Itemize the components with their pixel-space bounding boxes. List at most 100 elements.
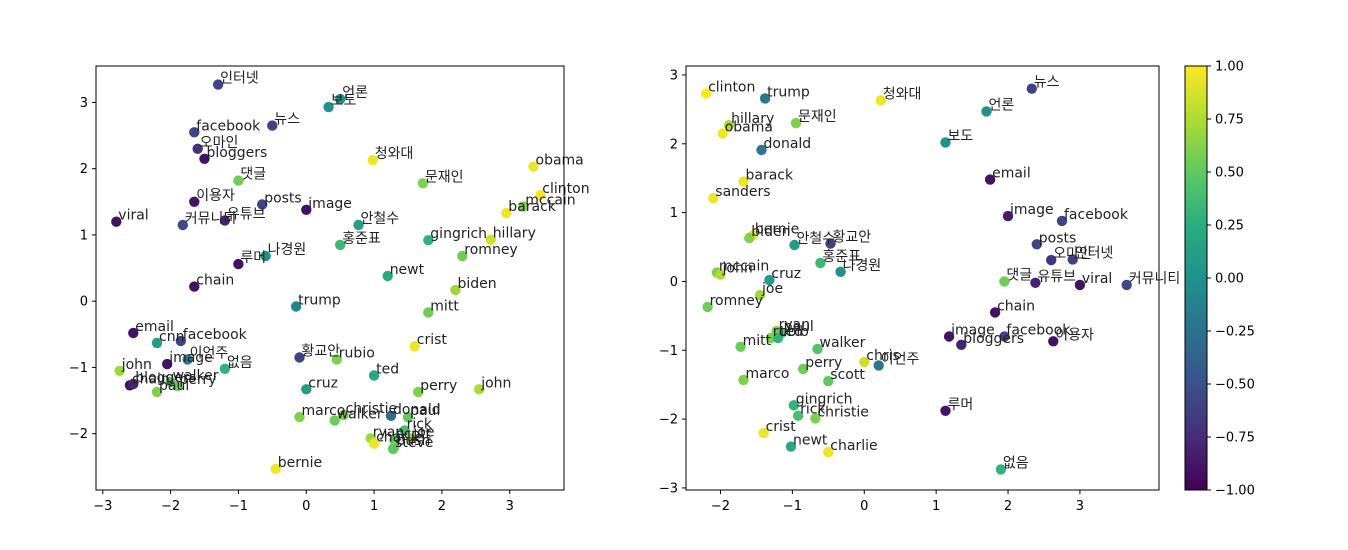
right-point-label-perry: perry xyxy=(805,355,842,371)
left-point-label-chain: chain xyxy=(132,371,170,387)
left-point-label-bush: bush xyxy=(396,433,430,449)
left-point-label-perry: perry xyxy=(179,372,216,388)
right-point-trump xyxy=(759,93,771,104)
right-x-tick-label: −1 xyxy=(783,499,802,514)
right-x-tick-label: 2 xyxy=(1004,499,1012,514)
right-point-인터넷 xyxy=(1067,254,1078,265)
left-point-label-email: email xyxy=(135,319,174,335)
left-point-문재인 xyxy=(417,178,429,189)
left-point-루머 xyxy=(233,258,244,270)
left-point-hillary xyxy=(485,234,496,245)
left-point-perry xyxy=(172,380,183,392)
right-point-언론 xyxy=(981,106,992,117)
right-point-joe xyxy=(754,290,766,301)
left-point-label-cruz: cruz xyxy=(308,375,338,391)
right-point-없음 xyxy=(995,464,1007,475)
right-y-tick-label: 2 xyxy=(670,137,678,152)
right-point-이용자 xyxy=(1048,336,1059,347)
colorbar-tick-label: −0.75 xyxy=(1215,431,1255,446)
left-x-tick-label: 3 xyxy=(506,499,514,514)
colorbar-tick-label: −1.00 xyxy=(1215,484,1255,499)
right-x-tick-label: 0 xyxy=(860,499,868,514)
right-y-tick-label: 1 xyxy=(670,206,678,221)
right-point-label-cruz: cruz xyxy=(771,266,801,282)
right-point-문재인 xyxy=(790,117,802,129)
left-y-tick-label: −1 xyxy=(69,361,88,376)
left-point-john xyxy=(114,365,125,376)
colorbar-tick-label: 0.50 xyxy=(1215,166,1244,181)
left-point-보도 xyxy=(323,101,334,113)
right-point-image xyxy=(1002,210,1014,222)
left-point-홍준표 xyxy=(335,239,346,251)
right-x-tick-label: 3 xyxy=(1076,499,1084,514)
left-x-tick-label: 2 xyxy=(438,499,446,514)
colorbar-tick-label: −0.25 xyxy=(1215,325,1255,340)
left-point-label-romney: romney xyxy=(464,242,517,258)
left-y-tick-label: 1 xyxy=(80,228,88,243)
right-point-viral xyxy=(1074,279,1086,291)
right-point-label-christie: christie xyxy=(817,404,869,420)
right-point-facebook xyxy=(999,331,1010,342)
left-point-label-walker: walker xyxy=(173,368,219,384)
right-point-label-hillary: hillary xyxy=(731,111,774,127)
right-point-label-trump: trump xyxy=(767,84,810,100)
left-point-label-cnn: cnn xyxy=(159,329,184,345)
colorbar: 1.00 0.75 0.50 0.25 0.00 −0.25 −0.50 −0.75 −1.00 xyxy=(1184,60,1255,499)
right-point-label-ryan: ryan xyxy=(779,317,811,333)
left-point-marco xyxy=(294,411,305,423)
right-point-posts xyxy=(1031,239,1043,250)
left-point-label-문재인: 문재인 xyxy=(425,169,464,185)
left-point-뉴스 xyxy=(267,120,278,131)
left-point-label-chain: chain xyxy=(196,273,234,289)
left-point-label-황교안: 황교안 xyxy=(302,344,341,360)
right-point-label-안철수: 안철수 xyxy=(797,231,836,247)
right-y-tick-label: −1 xyxy=(659,344,678,359)
left-point-label-biden: biden xyxy=(458,276,497,292)
left-point-이용자 xyxy=(189,196,200,207)
right-point-이언주 xyxy=(873,360,884,371)
right-point-image xyxy=(943,331,955,342)
colorbar-gradient xyxy=(1185,66,1207,490)
left-y-tick-label: −2 xyxy=(69,427,88,442)
right-point-scott xyxy=(823,376,834,387)
left-point-label-john: john xyxy=(480,375,511,391)
left-point-label-facebook: facebook xyxy=(196,118,261,134)
right-point-christie xyxy=(810,413,821,424)
right-point-label-보도: 보도 xyxy=(948,128,974,144)
left-point-청와대 xyxy=(367,154,378,166)
left-point-label-보도: 보도 xyxy=(331,93,357,109)
left-y-tick-label: 3 xyxy=(80,96,88,111)
left-point-label-이용자: 이용자 xyxy=(196,188,235,204)
left-point-label-mitt: mitt xyxy=(430,298,459,314)
right-y-tick-label: 0 xyxy=(670,275,678,290)
right-point-홍준표 xyxy=(815,257,826,269)
right-point-label-rubio: rubio xyxy=(773,324,809,340)
right-point-marco xyxy=(738,374,749,386)
right-y-tick-label: −3 xyxy=(659,481,678,496)
left-point-label-posts: posts xyxy=(264,191,302,207)
left-point-label-crist: crist xyxy=(417,332,448,348)
left-point-perry xyxy=(413,386,424,398)
right-point-label-나경원: 나경원 xyxy=(843,258,882,274)
right-point-bloggers xyxy=(956,339,967,350)
right-point-label-루머: 루머 xyxy=(948,397,974,413)
right-point-오마인 xyxy=(1046,254,1057,266)
left-point-walker xyxy=(329,415,340,426)
left-point-ted xyxy=(368,370,380,381)
right-point-email xyxy=(984,174,996,185)
left-point-label-언론: 언론 xyxy=(342,85,368,101)
right-point-perry xyxy=(798,363,809,375)
left-point-label-루머: 루머 xyxy=(240,250,266,266)
left-point-label-john: john xyxy=(121,357,152,373)
right-point-label-홍준표: 홍준표 xyxy=(822,249,861,265)
left-point-label-유튜브: 유튜브 xyxy=(227,206,266,222)
right-point-label-이언주: 이언주 xyxy=(881,351,920,367)
left-point-이언주 xyxy=(182,354,193,365)
left-point-없음 xyxy=(219,363,231,374)
left-point-joe xyxy=(406,433,417,444)
right-point-루머 xyxy=(940,405,951,416)
right-point-label-rick: rick xyxy=(800,402,826,418)
right-point-label-newt: newt xyxy=(793,433,828,449)
right-point-label-marco: marco xyxy=(746,366,790,382)
